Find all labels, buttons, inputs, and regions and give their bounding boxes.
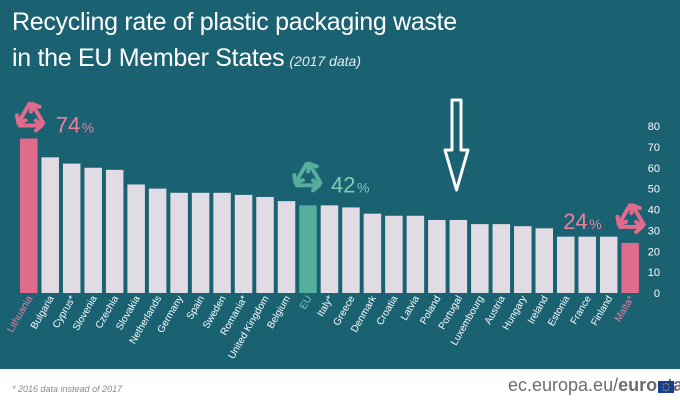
y-tick-label: 40 xyxy=(648,205,660,217)
bar xyxy=(84,167,102,293)
bar xyxy=(127,184,145,293)
bar xyxy=(578,236,596,293)
bar xyxy=(170,192,188,293)
bar xyxy=(471,224,489,293)
bar xyxy=(41,157,59,293)
bar xyxy=(105,169,124,293)
x-tick-label: Croatia xyxy=(375,294,401,328)
source-prefix: ec.europa.eu/ xyxy=(508,375,619,395)
eu-value-unit: % xyxy=(357,179,369,195)
y-tick-label: 50 xyxy=(648,184,660,196)
chart-title-line2-text: in the EU Member States xyxy=(12,44,285,72)
eu-flag-icon xyxy=(658,381,674,393)
footnote: * 2016 data instead of 2017 xyxy=(12,384,123,394)
x-tick-label: Lithuania xyxy=(6,294,36,335)
bar xyxy=(342,207,360,293)
bar xyxy=(449,219,468,293)
y-tick-label: 80 xyxy=(648,121,660,133)
bar xyxy=(557,236,575,293)
bar xyxy=(363,213,382,293)
bar xyxy=(406,215,425,293)
bar xyxy=(320,205,339,293)
eu-value-label: 42 xyxy=(331,172,355,197)
recycle-icon xyxy=(14,101,46,133)
min-value-label: 24 xyxy=(563,209,587,234)
bar xyxy=(535,228,554,293)
max-value-label: 74 xyxy=(56,113,80,138)
y-tick-label: 30 xyxy=(648,225,660,237)
bar xyxy=(428,219,446,293)
chart-title-line2: in the EU Member States (2017 data) xyxy=(12,44,361,73)
x-tick-label: Malta* xyxy=(613,294,637,324)
bar xyxy=(599,236,618,293)
y-tick-label: 70 xyxy=(648,142,660,154)
recycle-icon xyxy=(292,161,323,193)
bar xyxy=(191,192,210,293)
y-tick-label: 60 xyxy=(648,163,660,175)
x-tick-label: Estonia xyxy=(546,294,572,329)
min-value-unit: % xyxy=(589,216,601,232)
chart-title-line1: Recycling rate of plastic packaging wast… xyxy=(12,8,457,36)
x-tick-label: EU xyxy=(298,294,314,312)
max-value-unit: % xyxy=(82,120,94,136)
bar xyxy=(62,163,81,293)
bar xyxy=(514,226,532,293)
bar xyxy=(385,215,403,293)
bar xyxy=(621,242,639,293)
bar xyxy=(20,138,38,293)
bar xyxy=(148,188,167,293)
bar xyxy=(277,201,296,293)
y-tick-label: 0 xyxy=(654,288,660,300)
bar xyxy=(492,224,511,293)
recycle-icon xyxy=(615,203,646,234)
bar xyxy=(234,194,253,293)
y-tick-label: 10 xyxy=(648,267,660,279)
footer: * 2016 data instead of 2017 ec.europa.eu… xyxy=(0,369,680,402)
x-tick-label: Latvia xyxy=(399,294,422,323)
chart-panel: Recycling rate of plastic packaging wast… xyxy=(0,0,680,369)
bar xyxy=(299,205,317,293)
x-tick-label: Italy* xyxy=(315,294,336,319)
source-link[interactable]: ec.europa.eu/eurostat xyxy=(508,375,680,396)
x-tick-label: Spain xyxy=(185,294,207,322)
x-tick-label: Finland xyxy=(589,294,615,328)
bar xyxy=(213,192,231,293)
chart-subtitle: (2017 data) xyxy=(289,53,361,69)
down-arrow-icon xyxy=(443,98,470,192)
y-tick-label: 20 xyxy=(648,246,660,258)
bar xyxy=(256,196,274,293)
bar-chart: 01020304050607080LithuaniaBulgariaCyprus… xyxy=(6,98,660,361)
